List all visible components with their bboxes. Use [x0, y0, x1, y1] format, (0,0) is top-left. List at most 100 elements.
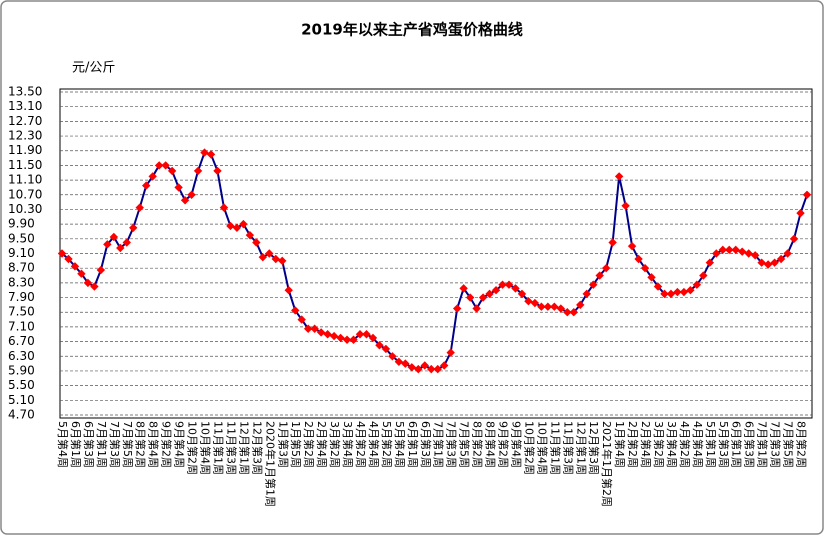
price-marker — [504, 280, 514, 289]
x-tick-label: 9月第4周 — [173, 421, 187, 468]
x-tick-label: 3月第2周 — [652, 421, 666, 468]
y-tick-label: 11.90 — [8, 143, 42, 157]
price-marker — [446, 348, 455, 357]
x-tick-label: 1月第5周 — [289, 421, 303, 468]
price-marker — [148, 172, 157, 181]
x-tick-label: 9月第2周 — [160, 421, 174, 468]
x-tick-label: 1月第4周 — [613, 421, 627, 468]
x-tick-label: 7月第5周 — [121, 421, 135, 468]
price-marker — [303, 324, 313, 333]
x-tick-label: 3月第4周 — [665, 421, 679, 468]
price-marker — [776, 254, 786, 264]
price-marker — [252, 238, 261, 247]
price-marker — [368, 333, 378, 343]
price-marker — [576, 300, 585, 310]
price-marker — [763, 260, 773, 269]
price-marker — [122, 238, 131, 247]
price-marker — [64, 254, 73, 264]
price-marker — [556, 304, 566, 313]
price-marker — [213, 166, 222, 176]
price-marker — [679, 287, 689, 297]
x-tick-label: 2月第4周 — [639, 421, 653, 468]
x-tick-label: 10月第2周 — [186, 421, 200, 475]
price-marker — [770, 258, 779, 267]
price-marker — [167, 166, 177, 176]
price-marker — [355, 330, 365, 339]
y-tick-label: 13.50 — [8, 85, 42, 99]
price-marker — [407, 363, 417, 372]
x-tick-label: 8月第2周 — [471, 421, 485, 468]
x-tick-label: 5月第3周 — [717, 421, 731, 468]
price-marker — [517, 289, 527, 299]
price-marker — [543, 302, 553, 311]
x-tick-label: 3月第2周 — [328, 421, 342, 468]
price-marker — [336, 333, 345, 343]
price-marker — [193, 166, 203, 176]
price-marker — [83, 278, 93, 288]
price-marker — [70, 262, 80, 271]
price-marker — [323, 330, 332, 339]
price-marker — [530, 298, 540, 308]
price-marker — [265, 249, 274, 258]
x-tick-label: 7月第3周 — [769, 421, 783, 468]
x-tick-label: 7月第1周 — [95, 421, 109, 468]
price-marker — [744, 249, 753, 258]
y-tick-label: 12.30 — [8, 129, 42, 143]
price-marker — [329, 331, 339, 341]
price-marker — [796, 208, 805, 218]
price-marker — [394, 357, 404, 366]
x-tick-label: 4月第4周 — [367, 421, 381, 468]
price-marker — [705, 258, 715, 267]
price-marker — [595, 271, 604, 280]
y-tick-label: 12.70 — [8, 114, 42, 128]
price-marker — [258, 252, 268, 262]
x-tick-label: 10月第4周 — [199, 421, 213, 475]
price-marker — [783, 249, 792, 258]
price-marker — [757, 258, 766, 267]
price-marker — [653, 282, 663, 291]
y-tick-label: 10.30 — [8, 202, 42, 216]
price-marker — [200, 148, 209, 157]
x-tick-label: 6月第1周 — [730, 421, 744, 468]
price-marker — [718, 245, 727, 255]
x-tick-label: 2月第4周 — [315, 421, 329, 468]
price-marker — [278, 256, 287, 266]
price-marker — [232, 223, 242, 233]
price-marker — [550, 302, 559, 311]
x-tick-label: 6月第3周 — [419, 421, 433, 468]
price-marker — [381, 344, 391, 354]
price-marker — [537, 302, 546, 311]
x-tick-label: 2月第2周 — [626, 421, 640, 468]
price-marker — [362, 330, 371, 339]
price-marker — [219, 203, 229, 212]
x-tick-label: 8月第2周 — [134, 421, 148, 468]
price-marker — [634, 254, 643, 264]
price-marker — [647, 273, 656, 282]
y-tick-label: 7.90 — [8, 290, 35, 304]
price-marker — [589, 280, 598, 289]
x-tick-label: 7月第3周 — [445, 421, 459, 468]
price-marker — [129, 223, 138, 233]
x-tick-label: 7月第5周 — [458, 421, 472, 468]
y-tick-label: 9.50 — [8, 231, 35, 245]
chart-title: 2019年以来主产省鸡蛋价格曲线 — [301, 21, 523, 39]
x-tick-label: 2020年1月第1周 — [263, 421, 277, 507]
price-marker — [427, 364, 436, 374]
price-marker — [316, 328, 326, 337]
price-marker — [569, 308, 578, 317]
price-marker — [103, 240, 112, 249]
x-tick-label: 6月第1周 — [406, 421, 420, 468]
price-marker — [180, 196, 190, 205]
price-marker — [673, 287, 682, 297]
y-tick-label: 13.10 — [8, 99, 42, 113]
y-tick-label: 11.50 — [8, 158, 42, 172]
price-marker — [582, 289, 591, 299]
y-axis-title: 元/公斤 — [72, 61, 115, 76]
price-marker — [459, 284, 468, 293]
y-tick-label: 7.50 — [8, 305, 35, 319]
price-marker — [660, 289, 669, 299]
x-tick-label: 7月第1周 — [756, 421, 770, 468]
x-tick-label: 5月第4周 — [56, 421, 70, 468]
price-marker — [90, 282, 99, 291]
